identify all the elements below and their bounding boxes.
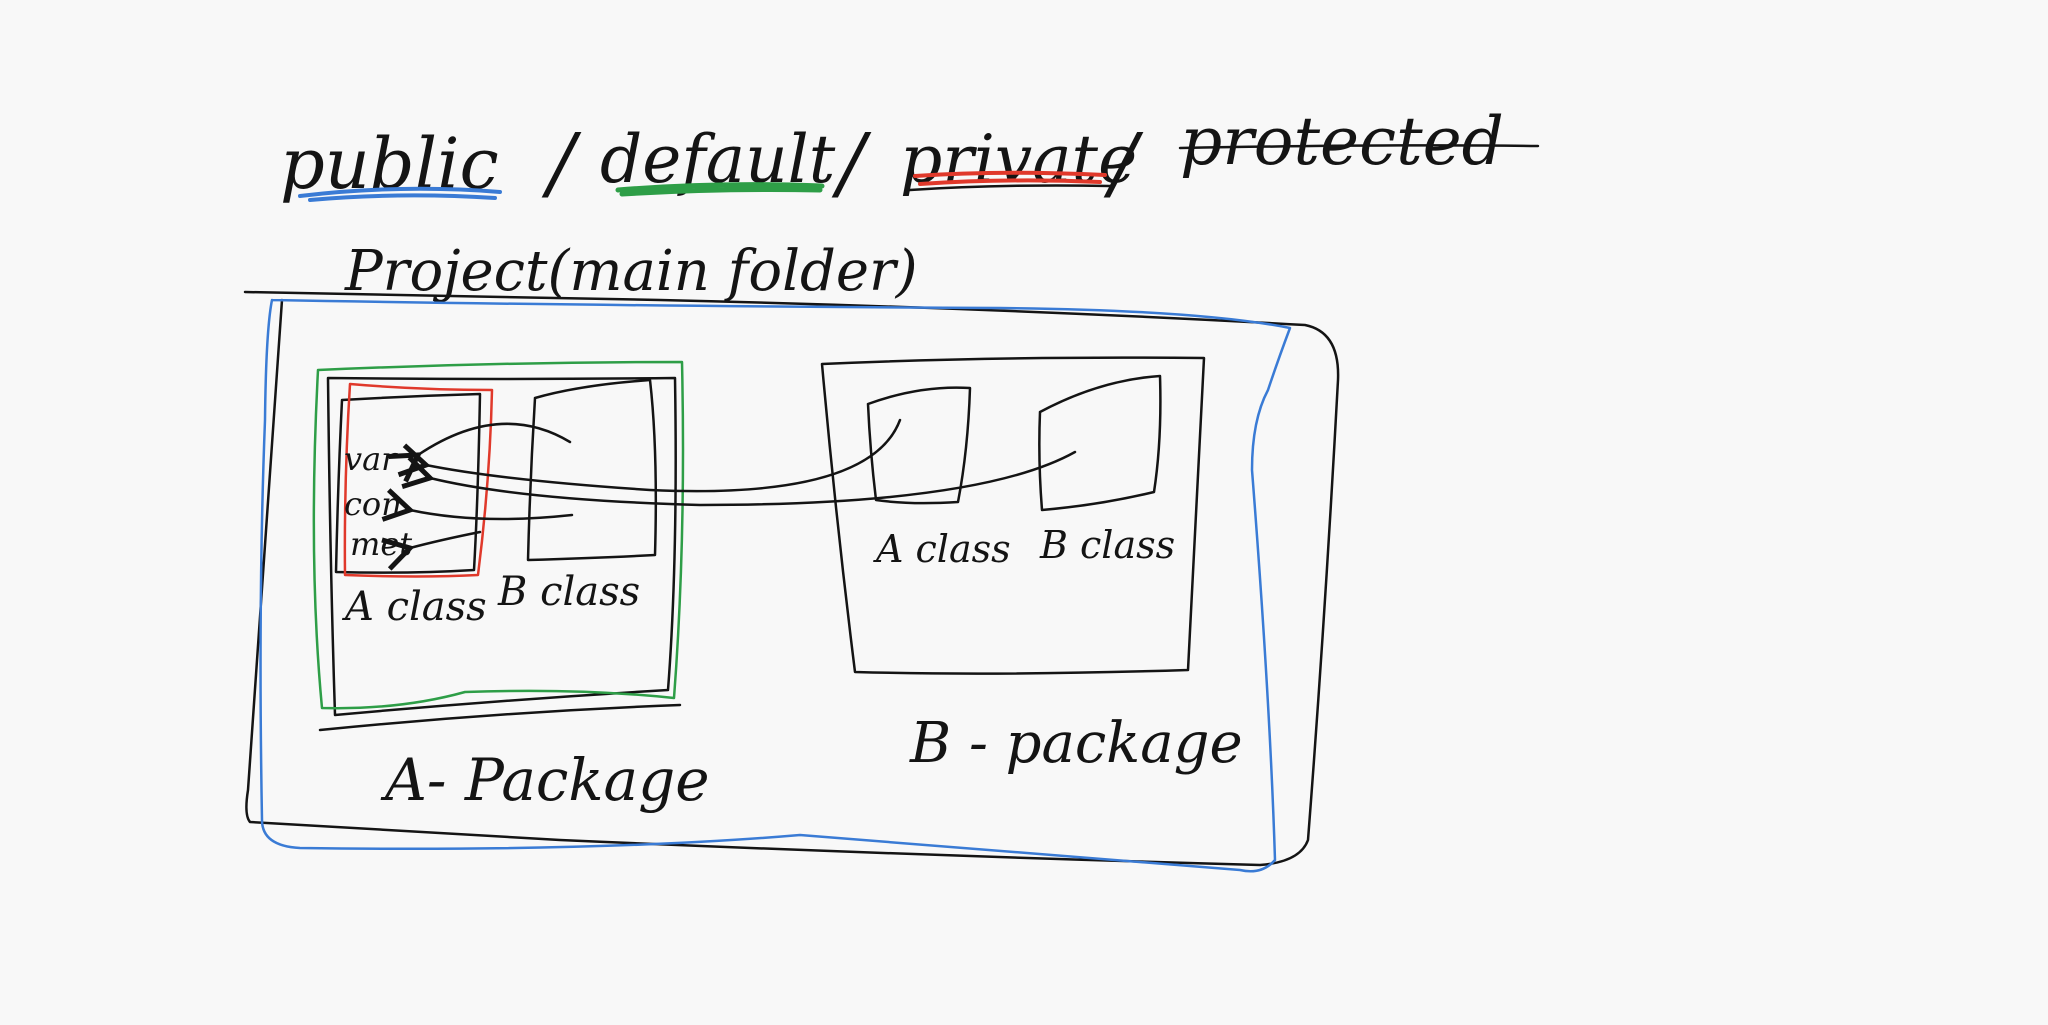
separator-3: / <box>1103 116 1144 209</box>
a-package-label: A- Package <box>380 746 710 814</box>
private-underline <box>913 170 1107 186</box>
member-var: var <box>344 440 398 478</box>
member-met: met <box>350 525 412 563</box>
a-package-a-class-label: A class <box>341 584 487 630</box>
arrow-from-a-b-class <box>388 422 572 483</box>
separator-2: / <box>831 116 872 209</box>
a-package-b-class-label: B class <box>497 569 640 615</box>
b-package-box <box>820 356 1206 675</box>
project-label: Project(main folder) <box>344 239 918 304</box>
b-package-a-class-box <box>866 386 972 505</box>
a-package-a-class-box <box>334 392 482 574</box>
b-package-b-class-label: B class <box>1039 523 1175 567</box>
a-class-members: var con met <box>344 440 412 563</box>
a-package-box <box>318 376 682 732</box>
private-underline-ink <box>908 184 1112 192</box>
separator-1: / <box>541 116 582 209</box>
default-underline <box>615 182 825 197</box>
public-underline <box>298 186 502 202</box>
a-package-highlight <box>312 360 685 710</box>
b-package-b-class-box <box>1038 374 1162 512</box>
arrow-to-met <box>381 530 482 571</box>
arrow-from-b-b-class <box>401 450 1077 507</box>
b-package-label: B - package <box>909 711 1243 776</box>
access-arrows <box>381 418 1077 571</box>
access-modifiers-header: public / default / private / protected <box>280 103 1540 209</box>
arrow-from-b-a-class <box>397 418 902 493</box>
a-package-a-class-highlight <box>343 382 494 578</box>
arrow-to-con <box>381 488 574 522</box>
protected-underline <box>1178 144 1540 150</box>
member-con: con <box>344 485 402 523</box>
project-highlight-boundary <box>259 298 1292 873</box>
b-package-a-class-label: A class <box>873 527 1011 571</box>
protected-label: protected <box>1180 103 1504 180</box>
a-package-b-class-box <box>526 378 658 562</box>
